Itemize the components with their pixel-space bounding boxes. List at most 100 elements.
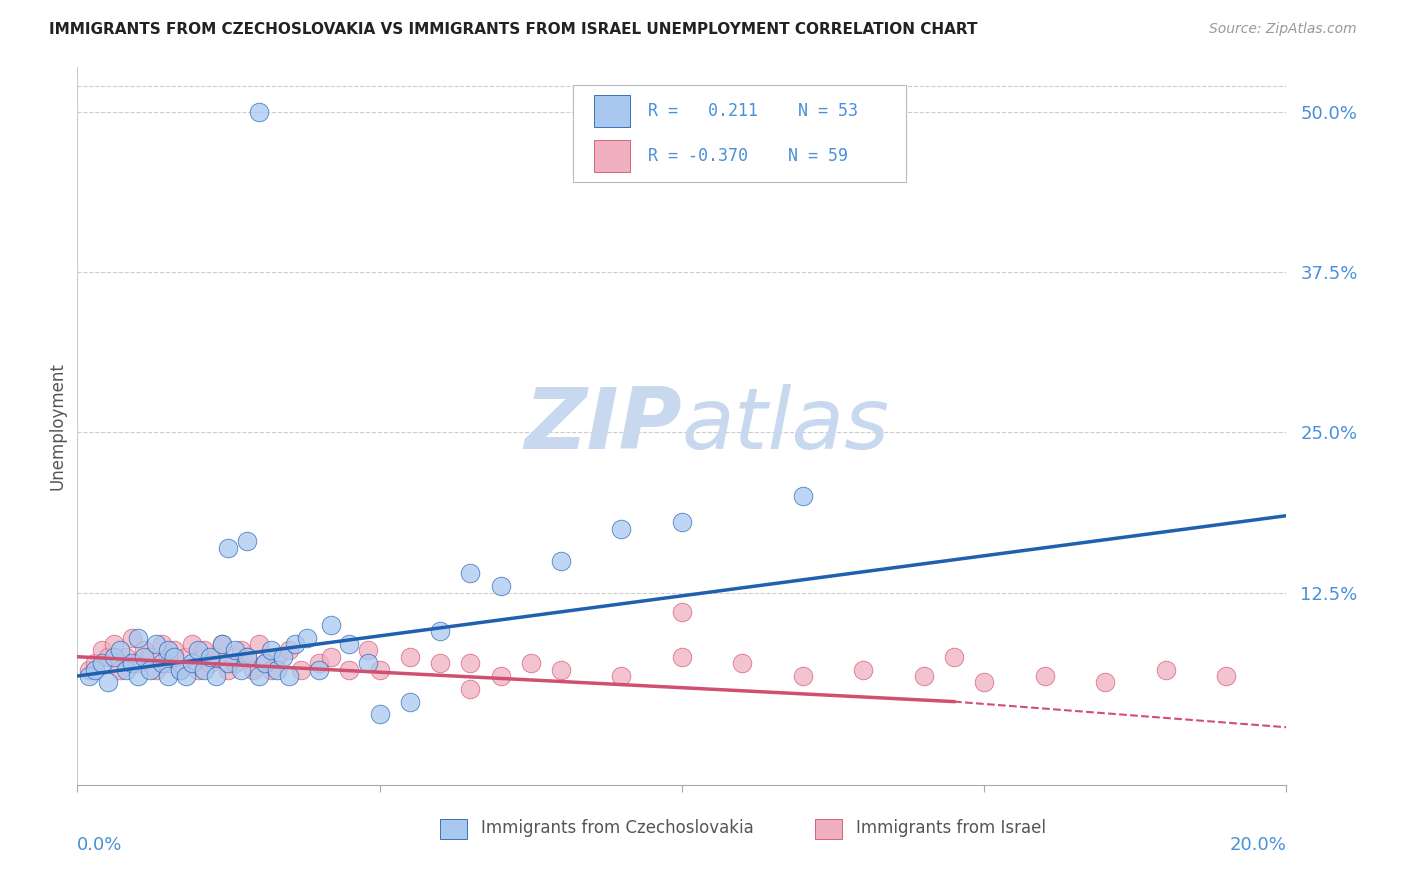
Point [187, 643, 209, 657]
Point [266, 663, 288, 677]
Point [266, 649, 288, 664]
Point [356, 656, 378, 670]
Point [163, 643, 186, 657]
Point [218, 656, 240, 670]
Point [284, 637, 307, 651]
Point [211, 637, 233, 651]
Point [150, 637, 173, 651]
Text: Immigrants from Czechoslovakia: Immigrants from Czechoslovakia [481, 819, 754, 837]
Point [1033, 669, 1056, 683]
Point [181, 637, 204, 651]
Point [139, 649, 162, 664]
Point [399, 695, 422, 709]
Point [368, 663, 391, 677]
Point [103, 649, 125, 664]
Point [224, 656, 246, 670]
Point [218, 663, 240, 677]
Point [157, 669, 180, 683]
Point [103, 637, 125, 651]
Point [150, 656, 173, 670]
Point [235, 534, 257, 549]
Point [205, 669, 228, 683]
Point [671, 515, 693, 529]
Point [253, 656, 276, 670]
Point [79, 669, 101, 683]
Point [127, 631, 149, 645]
Point [169, 663, 191, 677]
Text: R =   0.211    N = 53: R = 0.211 N = 53 [648, 102, 858, 120]
Point [229, 663, 252, 677]
Point [321, 649, 343, 664]
Point [550, 553, 572, 567]
Point [260, 643, 283, 657]
Point [253, 656, 276, 670]
Point [79, 663, 101, 677]
Point [852, 663, 875, 677]
Point [139, 663, 162, 677]
Point [429, 624, 451, 639]
Text: ZIP: ZIP [524, 384, 682, 467]
Point [132, 643, 155, 657]
Point [458, 566, 481, 581]
Point [321, 617, 343, 632]
Point [1215, 669, 1237, 683]
Point [84, 663, 107, 677]
Point [205, 649, 228, 664]
Point [193, 663, 215, 677]
Point [1154, 663, 1177, 677]
Point [163, 649, 186, 664]
Point [610, 669, 633, 683]
Point [942, 649, 965, 664]
Point [792, 490, 814, 504]
Point [145, 637, 167, 651]
Point [278, 643, 301, 657]
Point [235, 649, 257, 664]
Point [242, 663, 264, 677]
Point [489, 669, 512, 683]
Point [610, 521, 633, 535]
Point [973, 675, 995, 690]
Point [671, 649, 693, 664]
Point [337, 637, 360, 651]
Point [731, 656, 754, 670]
Point [174, 669, 197, 683]
Text: R = -0.370    N = 59: R = -0.370 N = 59 [648, 147, 848, 165]
Point [127, 656, 149, 670]
Point [260, 663, 283, 677]
Bar [593, 140, 630, 172]
Point [90, 643, 112, 657]
Text: IMMIGRANTS FROM CZECHOSLOVAKIA VS IMMIGRANTS FROM ISRAEL UNEMPLOYMENT CORRELATIO: IMMIGRANTS FROM CZECHOSLOVAKIA VS IMMIGR… [49, 22, 977, 37]
Bar [815, 819, 842, 838]
Point [90, 656, 112, 670]
Point [429, 656, 451, 670]
Point [127, 669, 149, 683]
Point [96, 649, 118, 664]
Point [271, 649, 294, 664]
Point [356, 643, 378, 657]
Point [200, 649, 222, 664]
Point [550, 663, 572, 677]
Point [114, 649, 136, 664]
Point [200, 656, 222, 670]
Text: 0.0%: 0.0% [77, 837, 122, 855]
Point [308, 663, 330, 677]
Point [157, 656, 180, 670]
Point [84, 656, 107, 670]
Point [187, 663, 209, 677]
Point [247, 637, 270, 651]
Point [1094, 675, 1116, 690]
Text: Immigrants from Israel: Immigrants from Israel [856, 819, 1046, 837]
Point [108, 643, 131, 657]
Point [337, 663, 360, 677]
Point [368, 707, 391, 722]
Point [295, 631, 318, 645]
Text: atlas: atlas [682, 384, 890, 467]
Point [792, 669, 814, 683]
Point [247, 669, 270, 683]
Point [247, 104, 270, 119]
Point [174, 649, 197, 664]
Point [229, 643, 252, 657]
Point [458, 681, 481, 696]
FancyBboxPatch shape [574, 85, 905, 182]
Point [489, 579, 512, 593]
